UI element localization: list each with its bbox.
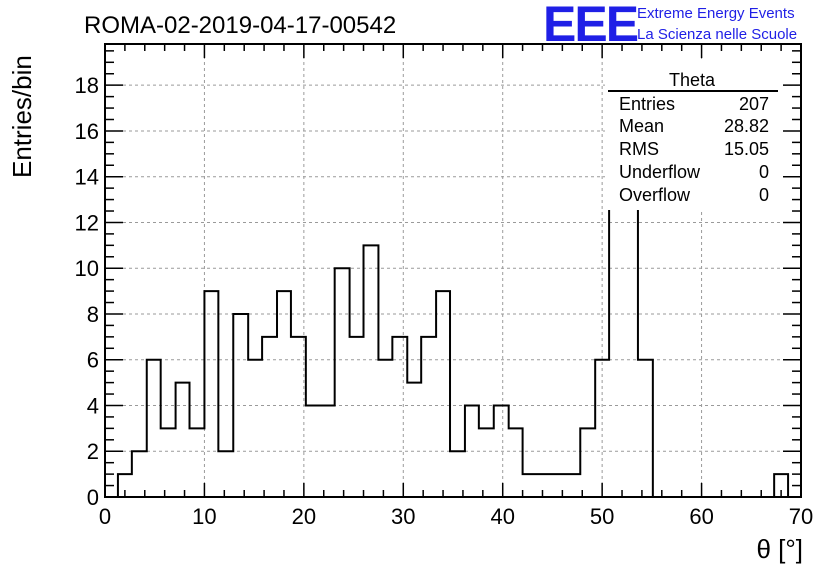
histogram-line xyxy=(116,61,790,497)
x-axis-label: θ [°] xyxy=(756,534,803,564)
y-tick-label: 12 xyxy=(75,210,99,235)
stats-value-rms: 15.05 xyxy=(724,139,769,159)
y-tick-label: 10 xyxy=(75,256,99,281)
stats-title: Theta xyxy=(669,70,716,90)
y-tick-label: 2 xyxy=(87,439,99,464)
stats-value-overflow: 0 xyxy=(759,185,769,205)
y-tick-label: 4 xyxy=(87,393,99,418)
logo-line-2: La Scienza nelle Scuole xyxy=(637,26,797,43)
stats-value-mean: 28.82 xyxy=(724,116,769,136)
stats-box: Theta Entries 207 Mean 28.82 RMS 15.05 U… xyxy=(605,60,781,210)
run-title: ROMA-02-2019-04-17-00542 xyxy=(84,12,396,39)
logo-line-1: Extreme Energy Events xyxy=(637,5,795,22)
y-tick-label: 0 xyxy=(87,485,99,510)
x-tick-label: 40 xyxy=(490,504,514,529)
stats-label-mean: Mean xyxy=(619,116,664,136)
x-tick-label: 60 xyxy=(689,504,713,529)
x-tick-label: 10 xyxy=(192,504,216,529)
stats-value-entries: 207 xyxy=(739,94,769,114)
x-tick-label: 70 xyxy=(789,504,813,529)
eee-logo: EEE xyxy=(543,0,638,52)
x-tick-label: 30 xyxy=(391,504,415,529)
plot-frame xyxy=(104,43,802,498)
y-axis-label: Entries/bin xyxy=(7,55,37,178)
y-tick-label: 16 xyxy=(75,119,99,144)
stats-label-underflow: Underflow xyxy=(619,162,701,182)
stats-label-rms: RMS xyxy=(619,139,659,159)
stats-label-overflow: Overflow xyxy=(619,185,691,205)
stats-label-entries: Entries xyxy=(619,94,675,114)
stats-value-underflow: 0 xyxy=(759,162,769,182)
x-tick-labels: 0 10 20 30 40 50 60 70 xyxy=(99,504,813,529)
grid-lines xyxy=(105,44,801,497)
y-tick-label: 14 xyxy=(75,165,99,190)
x-tick-label: 50 xyxy=(590,504,614,529)
x-tick-label: 0 xyxy=(99,504,111,529)
y-tick-label: 18 xyxy=(75,73,99,98)
axis-ticks xyxy=(104,44,802,498)
y-tick-labels: 0 2 4 6 8 10 12 14 16 18 xyxy=(75,73,99,510)
y-tick-label: 8 xyxy=(87,302,99,327)
y-tick-label: 6 xyxy=(87,348,99,373)
x-tick-label: 20 xyxy=(292,504,316,529)
